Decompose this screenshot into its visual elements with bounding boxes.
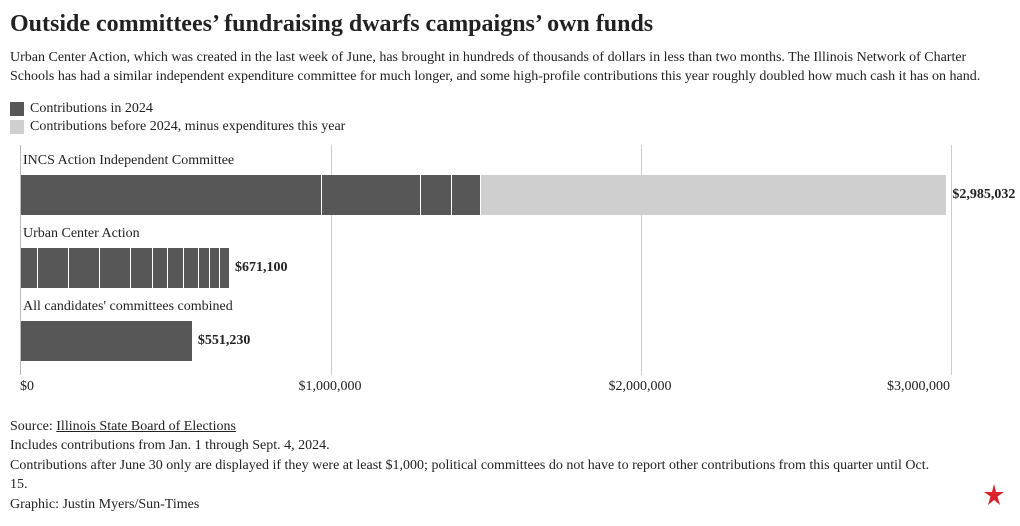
chart-notes: Source: Illinois State Board of Election…	[10, 417, 950, 515]
bar-wrap: $671,100	[21, 248, 950, 288]
bar-segment	[21, 175, 322, 215]
notes-line-2: Includes contributions from Jan. 1 throu…	[10, 436, 950, 456]
bar-segment	[38, 248, 69, 288]
row-label: All candidates' committees combined	[21, 299, 950, 315]
bar-segment	[131, 248, 153, 288]
bar-segment	[21, 321, 192, 361]
legend-swatch-2024	[10, 102, 24, 116]
notes-line-3: Contributions after June 30 only are dis…	[10, 456, 950, 495]
bar-wrap: $2,985,032	[21, 175, 950, 215]
axis-tick: $2,000,000	[609, 379, 672, 395]
source-link[interactable]: Illinois State Board of Elections	[56, 419, 236, 434]
bar-segment	[210, 248, 219, 288]
bar-total-label: $551,230	[198, 333, 251, 349]
legend-item-2024: Contributions in 2024	[10, 101, 1010, 117]
bar-wrap: $551,230	[21, 321, 950, 361]
chart-row: INCS Action Independent Committee $2,985,…	[21, 153, 950, 215]
bar-segment	[421, 175, 452, 215]
bar-segment	[199, 248, 210, 288]
chart-row: All candidates' committees combined $551,…	[21, 299, 950, 361]
bar-segment	[220, 248, 229, 288]
star-icon	[982, 483, 1006, 507]
legend: Contributions in 2024 Contributions befo…	[10, 101, 1010, 135]
bar-stack	[21, 175, 946, 215]
chart-plot-area: INCS Action Independent Committee $2,985,…	[20, 145, 950, 375]
axis-tick: $0	[20, 379, 34, 395]
chart-row: Urban Center Action $671,100	[21, 226, 950, 288]
bar-segment	[481, 175, 946, 215]
axis-tick: $3,000,000	[887, 379, 950, 395]
legend-label-prior: Contributions before 2024, minus expendi…	[30, 119, 345, 135]
legend-swatch-prior	[10, 120, 24, 134]
bar-segment	[322, 175, 421, 215]
bar-segment	[184, 248, 200, 288]
bar-segment	[153, 248, 169, 288]
gridline	[951, 145, 952, 375]
legend-label-2024: Contributions in 2024	[30, 101, 153, 117]
bar-total-label: $2,985,032	[952, 187, 1015, 203]
axis-tick: $1,000,000	[299, 379, 362, 395]
row-label: Urban Center Action	[21, 226, 950, 242]
bar-segment	[100, 248, 131, 288]
bar-segment	[452, 175, 481, 215]
bar-segment	[69, 248, 100, 288]
chart-subtitle: Urban Center Action, which was created i…	[10, 49, 990, 87]
row-label: INCS Action Independent Committee	[21, 153, 950, 169]
bar-stack	[21, 321, 192, 361]
legend-item-prior: Contributions before 2024, minus expendi…	[10, 119, 1010, 135]
bar-segment	[168, 248, 184, 288]
bar-chart: INCS Action Independent Committee $2,985,…	[20, 145, 950, 403]
x-axis: $0 $1,000,000 $2,000,000 $3,000,000	[20, 379, 950, 403]
sun-times-logo	[982, 483, 1006, 512]
chart-title: Outside committees’ fundraising dwarfs c…	[10, 10, 1010, 39]
bar-segment	[21, 248, 38, 288]
bar-stack	[21, 248, 229, 288]
source-prefix: Source:	[10, 419, 56, 434]
notes-line-4: Graphic: Justin Myers/Sun-Times	[10, 495, 950, 515]
bar-total-label: $671,100	[235, 260, 288, 276]
